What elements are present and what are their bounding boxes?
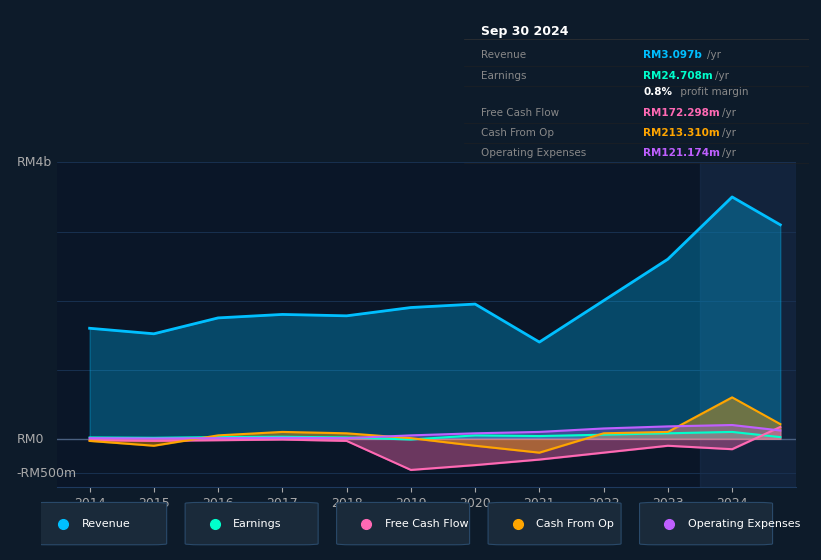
FancyBboxPatch shape	[34, 502, 167, 545]
Text: Earnings: Earnings	[481, 71, 526, 81]
Text: /yr: /yr	[722, 148, 736, 158]
Text: RM172.298m: RM172.298m	[643, 108, 720, 118]
FancyBboxPatch shape	[186, 502, 319, 545]
Text: RM24.708m: RM24.708m	[643, 71, 713, 81]
Text: Operating Expenses: Operating Expenses	[688, 519, 800, 529]
Text: Revenue: Revenue	[481, 50, 526, 60]
Text: RM121.174m: RM121.174m	[643, 148, 720, 158]
FancyBboxPatch shape	[640, 502, 773, 545]
Text: Sep 30 2024: Sep 30 2024	[481, 25, 569, 38]
Text: Earnings: Earnings	[233, 519, 282, 529]
Text: RM4b: RM4b	[16, 156, 52, 169]
Text: RM0: RM0	[16, 433, 44, 446]
Text: RM213.310m: RM213.310m	[643, 128, 720, 138]
Text: Operating Expenses: Operating Expenses	[481, 148, 586, 158]
Text: profit margin: profit margin	[677, 87, 749, 97]
Text: -RM500m: -RM500m	[16, 466, 76, 480]
Text: /yr: /yr	[708, 50, 722, 60]
Text: RM3.097b: RM3.097b	[643, 50, 702, 60]
Text: Cash From Op: Cash From Op	[481, 128, 554, 138]
Bar	[700, 162, 796, 487]
Text: /yr: /yr	[715, 71, 729, 81]
Text: 0.8%: 0.8%	[643, 87, 672, 97]
Text: Revenue: Revenue	[82, 519, 131, 529]
Text: /yr: /yr	[722, 128, 736, 138]
FancyBboxPatch shape	[488, 502, 621, 545]
Text: Free Cash Flow: Free Cash Flow	[481, 108, 559, 118]
FancyBboxPatch shape	[337, 502, 470, 545]
Text: Free Cash Flow: Free Cash Flow	[384, 519, 468, 529]
Text: /yr: /yr	[722, 108, 736, 118]
Text: Cash From Op: Cash From Op	[536, 519, 614, 529]
